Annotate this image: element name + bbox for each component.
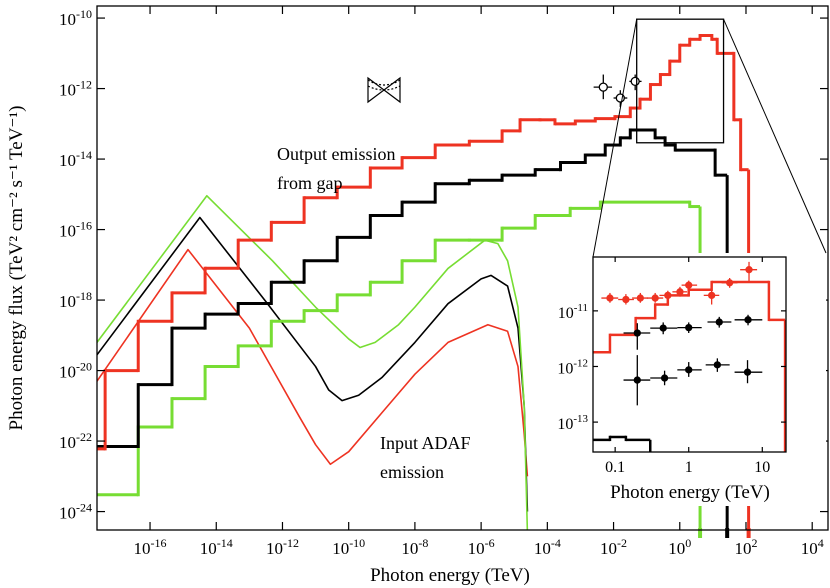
sed-bowtie-icon [367,76,401,104]
main-plot-area [97,34,751,530]
plot-frame [592,256,787,453]
x-tick-label: 10-8 [401,536,428,558]
x-tick-label: 10-4 [534,536,561,558]
data-point [685,323,693,332]
model-curve [97,248,529,477]
data-point [743,368,752,376]
plot-frame [96,5,829,531]
x-tick-label: 10-16 [134,536,167,558]
model-curve [97,216,529,512]
y-axis-label: Photon energy flux (TeV² cm⁻² s⁻¹ TeV⁻¹) [6,106,27,431]
data-point [633,376,641,384]
x-tick-label: 0.1 [605,459,625,476]
annotation: from gap [277,173,342,193]
y-tick-label: 10-11 [558,302,588,322]
y-tick-label: 10-12 [59,78,92,100]
data-point [725,279,734,287]
y-tick-label: 10-20 [59,360,92,382]
x-tick-label: 10-12 [266,536,299,558]
data-point [744,316,752,324]
y-tick-label: 10-12 [557,357,588,377]
data-point [664,291,672,300]
data-point [598,82,608,92]
inset-plot-area [593,261,786,452]
inset-x-axis-label: Photon energy (TeV) [610,482,770,503]
data-point [713,361,722,369]
data-point [660,374,669,382]
x-tick-label: 10-6 [468,536,495,558]
zoom-box [636,18,725,144]
data-point [659,324,667,332]
x-tick-label: 102 [734,536,757,558]
y-tick-label: 10-22 [59,430,92,452]
y-tick-label: 10-10 [59,7,92,29]
data-point [636,294,644,302]
annotation: emission [380,462,444,482]
x-tick-label: 10-14 [200,536,233,558]
x-axis-label: Photon energy (TeV) [370,565,530,586]
annotation: Input ADAF [380,433,471,453]
data-point [745,266,753,274]
model-curve [97,194,529,530]
data-point [630,76,640,87]
y-tick-label: 10-16 [59,219,92,241]
x-tick-label: 104 [801,536,824,558]
data-point [676,288,684,296]
zoom-connector [592,19,638,258]
data-point [685,366,693,374]
zoom-connector [723,18,827,254]
x-tick-label: 10-10 [332,536,365,558]
data-point [622,295,630,304]
x-tick-label: 100 [668,536,691,558]
data-point [651,294,659,302]
data-point [606,294,614,302]
annotation: Output emission [277,144,396,164]
y-tick-label: 10-24 [59,501,92,523]
y-tick-label: 10-13 [557,413,588,433]
x-tick-label: 1 [685,459,693,476]
y-tick-label: 10-14 [59,148,92,170]
data-point [715,318,723,326]
data-point [708,291,716,300]
y-tick-label: 10-18 [59,289,92,311]
data-point [685,281,693,289]
x-tick-label: 10-2 [600,536,627,558]
x-tick-label: 10 [754,459,770,476]
data-point [633,329,641,337]
